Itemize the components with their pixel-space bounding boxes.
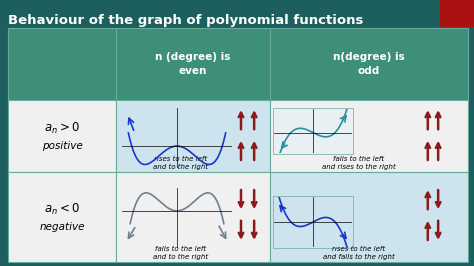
Text: n(degree) is
odd: n(degree) is odd	[333, 52, 405, 76]
Text: n (degree) is
even: n (degree) is even	[155, 52, 231, 76]
Text: $a_n < 0$: $a_n < 0$	[44, 201, 80, 217]
Bar	[116, 100, 270, 172]
Text: Behaviour of the graph of polynomial functions: Behaviour of the graph of polynomial fun…	[8, 14, 364, 27]
Bar	[8, 100, 116, 172]
Text: rises to the left
and falls to the right: rises to the left and falls to the right	[323, 246, 395, 260]
Bar	[273, 196, 353, 248]
Text: falls to the left
and to the right: falls to the left and to the right	[154, 246, 209, 260]
Bar	[270, 28, 468, 100]
Text: $a_n > 0$: $a_n > 0$	[44, 120, 80, 136]
Bar	[273, 108, 353, 154]
Bar	[8, 172, 116, 262]
Text: negative: negative	[39, 222, 85, 232]
Text: positive: positive	[42, 141, 82, 151]
Bar	[8, 28, 116, 100]
Bar	[270, 172, 468, 262]
Bar	[116, 28, 270, 100]
Bar	[116, 172, 270, 262]
Text: rises to the left
and to the right: rises to the left and to the right	[154, 156, 209, 170]
Bar	[440, 0, 474, 26]
Text: falls to the left
and rises to the right: falls to the left and rises to the right	[322, 156, 396, 170]
Bar	[270, 100, 468, 172]
